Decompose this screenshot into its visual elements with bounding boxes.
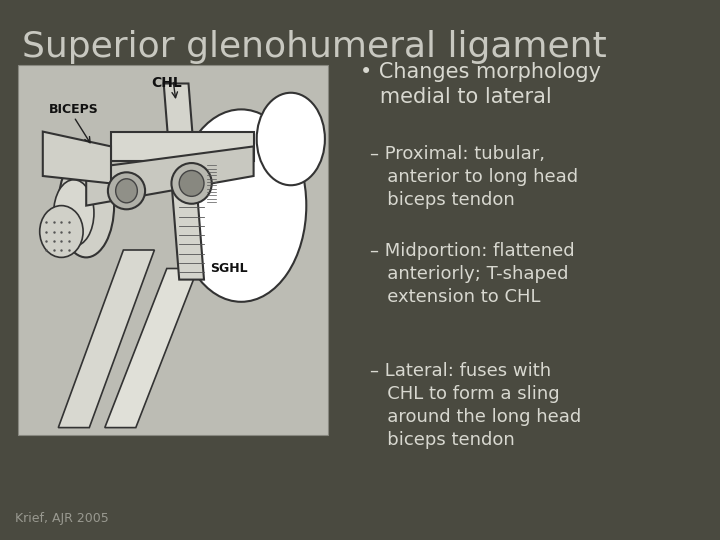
Ellipse shape: [54, 180, 94, 246]
Polygon shape: [86, 146, 253, 206]
Polygon shape: [105, 268, 198, 428]
Text: Superior glenohumeral ligament: Superior glenohumeral ligament: [22, 30, 607, 64]
Ellipse shape: [179, 171, 204, 197]
Text: – Proximal: tubular,
   anterior to long head
   biceps tendon: – Proximal: tubular, anterior to long he…: [370, 145, 578, 209]
Text: • Changes morphology
   medial to lateral: • Changes morphology medial to lateral: [360, 62, 601, 107]
Text: – Lateral: fuses with
   CHL to form a sling
   around the long head
   biceps t: – Lateral: fuses with CHL to form a slin…: [370, 362, 581, 449]
Ellipse shape: [58, 154, 114, 258]
Text: Krief, AJR 2005: Krief, AJR 2005: [15, 512, 109, 525]
Polygon shape: [58, 250, 154, 428]
Ellipse shape: [171, 163, 212, 204]
Bar: [18, 65, 328, 435]
Text: SGHL: SGHL: [210, 262, 248, 275]
Polygon shape: [42, 132, 111, 184]
Ellipse shape: [176, 110, 306, 302]
Ellipse shape: [40, 206, 83, 258]
Ellipse shape: [108, 172, 145, 210]
Ellipse shape: [257, 93, 325, 185]
Text: CHL: CHL: [151, 76, 182, 90]
Polygon shape: [163, 84, 204, 280]
Polygon shape: [111, 132, 253, 161]
Ellipse shape: [116, 179, 138, 203]
Text: – Midportion: flattened
   anteriorly; T-shaped
   extension to CHL: – Midportion: flattened anteriorly; T-sh…: [370, 242, 575, 306]
Text: BICEPS: BICEPS: [49, 103, 99, 116]
